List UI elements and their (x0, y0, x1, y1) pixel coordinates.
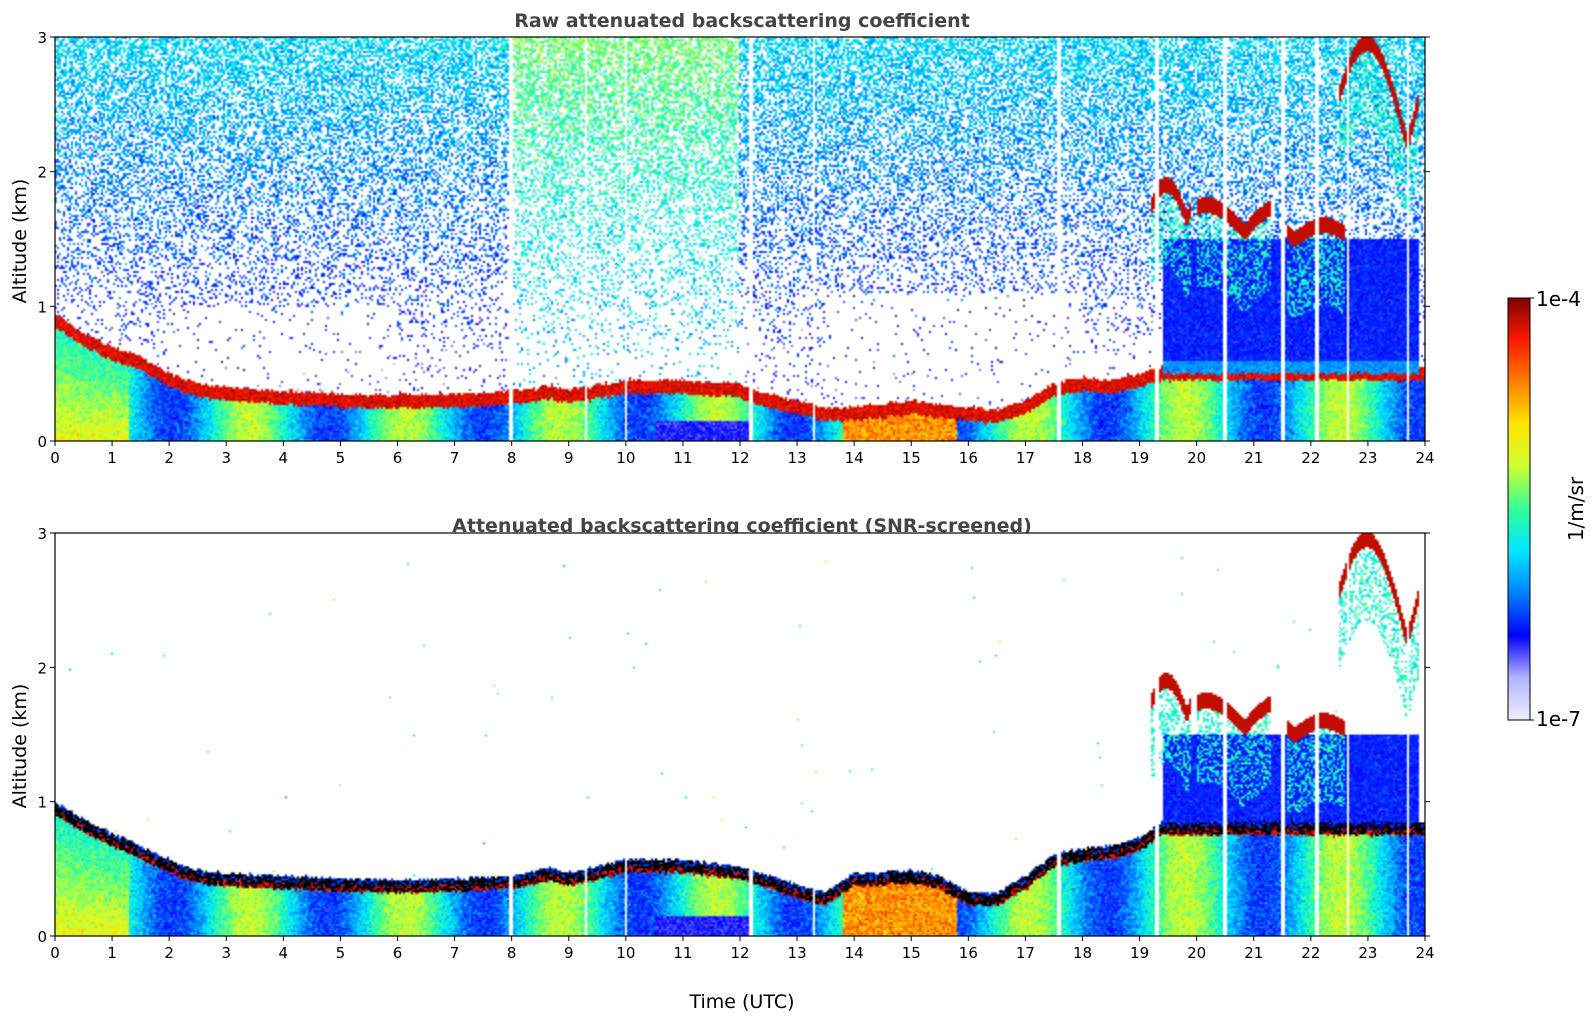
x-tick-label: 8 (507, 449, 517, 467)
panel-screened-ticks: 0 1 2 3 4 5 6 7 8 9 10 11 12 13 14 15 16 17 18 19 20 21 22 23 24… (37, 525, 1434, 962)
x-tick-label: 17 (1016, 449, 1035, 467)
panel-screened-title: Attenuated backscattering coefficient (S… (452, 515, 1032, 537)
x-tick-label: 19 (1130, 944, 1149, 962)
colorbar-bar (1507, 297, 1531, 721)
x-tick-label: 14 (845, 449, 864, 467)
x-tick-label: 18 (1073, 449, 1092, 467)
panel-raw-ylabel: Altitude (km) (9, 179, 31, 304)
x-tick-label: 6 (393, 944, 403, 962)
x-tick-label: 6 (393, 449, 403, 467)
x-tick-label: 10 (616, 944, 635, 962)
x-tick-label: 7 (450, 944, 460, 962)
x-tick-label: 12 (730, 449, 749, 467)
x-tick-label: 18 (1073, 944, 1092, 962)
y-tick-label: 3 (37, 525, 47, 543)
panel-raw: Raw attenuated backscattering coefficien… (9, 10, 1435, 467)
y-tick-label: 1 (37, 794, 47, 812)
panel-screened-xlabel: Time (UTC) (688, 991, 794, 1013)
panel-screened-ylabel: Altitude (km) (9, 684, 31, 809)
panel-screened: Attenuated backscattering coefficient (S… (9, 515, 1435, 1013)
x-tick-label: 24 (1415, 944, 1434, 962)
y-tick-label: 1 (37, 298, 47, 316)
x-tick-label: 1 (107, 944, 117, 962)
colorbar-unit-label: 1/m/sr (1564, 476, 1588, 541)
x-tick-label: 10 (616, 449, 635, 467)
colorbar-ticks (1530, 297, 1534, 721)
x-tick-label: 20 (1187, 944, 1206, 962)
x-tick-label: 13 (788, 449, 807, 467)
x-tick-label: 8 (507, 944, 517, 962)
colorbar: 1e-4 1e-7 1/m/sr (1507, 287, 1588, 731)
panel-raw-title: Raw attenuated backscattering coefficien… (514, 10, 970, 32)
x-tick-label: 12 (730, 944, 749, 962)
x-tick-label: 4 (279, 944, 289, 962)
x-tick-label: 16 (959, 449, 978, 467)
x-tick-label: 15 (902, 449, 921, 467)
x-tick-label: 20 (1187, 449, 1206, 467)
x-tick-label: 14 (845, 944, 864, 962)
colorbar-min-label: 1e-7 (1536, 707, 1581, 731)
x-tick-label: 21 (1244, 449, 1263, 467)
x-tick-label: 5 (336, 449, 346, 467)
x-tick-label: 13 (788, 944, 807, 962)
heatmap-raster (55, 533, 1425, 936)
x-tick-label: 11 (673, 944, 692, 962)
x-tick-label: 23 (1358, 944, 1377, 962)
x-tick-label: 15 (902, 944, 921, 962)
y-tick-label: 2 (37, 659, 47, 677)
x-tick-label: 16 (959, 944, 978, 962)
y-tick-label: 3 (37, 29, 47, 47)
x-tick-label: 3 (221, 449, 231, 467)
x-tick-label: 9 (564, 944, 574, 962)
y-tick-label: 0 (37, 928, 47, 946)
x-tick-label: 1 (107, 449, 117, 467)
x-tick-label: 5 (336, 944, 346, 962)
x-tick-label: 19 (1130, 449, 1149, 467)
panel-raw-ticks: 0 1 2 3 4 5 6 7 8 9 10 11 12 13 14 15 16 17 18 19 20 21 22 23 24… (37, 29, 1434, 467)
colorbar-max-label: 1e-4 (1536, 287, 1581, 311)
x-tick-label: 11 (673, 449, 692, 467)
x-tick-label: 21 (1244, 944, 1263, 962)
x-tick-label: 7 (450, 449, 460, 467)
x-tick-label: 9 (564, 449, 574, 467)
x-tick-label: 2 (164, 449, 174, 467)
x-tick-label: 24 (1415, 449, 1434, 467)
x-tick-label: 0 (50, 944, 60, 962)
x-tick-label: 22 (1301, 944, 1320, 962)
panel-raw-plot-area (54, 36, 1426, 442)
x-tick-label: 4 (279, 449, 289, 467)
y-tick-label: 0 (37, 433, 47, 451)
x-tick-label: 23 (1358, 449, 1377, 467)
x-tick-label: 0 (50, 449, 60, 467)
panel-screened-plot-area (54, 532, 1426, 937)
heatmap-raster (55, 37, 1425, 441)
x-tick-label: 2 (164, 944, 174, 962)
y-tick-label: 2 (37, 164, 47, 182)
x-tick-label: 3 (221, 944, 231, 962)
x-tick-label: 17 (1016, 944, 1035, 962)
x-tick-label: 22 (1301, 449, 1320, 467)
